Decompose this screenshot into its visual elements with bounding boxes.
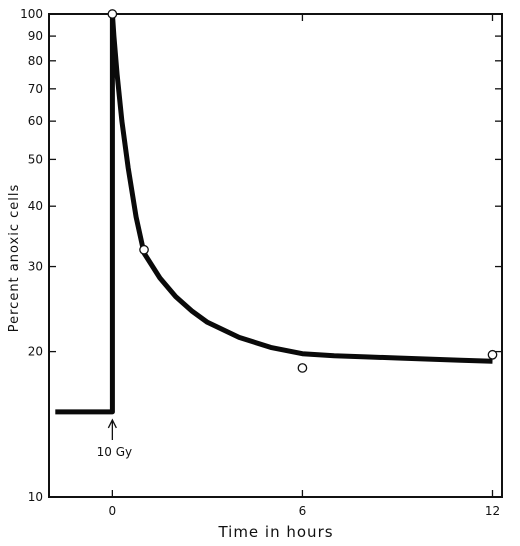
- y-tick-label: 60: [28, 114, 43, 128]
- series-points: [107, 9, 498, 373]
- series-line: [55, 11, 493, 415]
- x-tick-label: 6: [299, 504, 307, 518]
- data-point: [107, 9, 118, 19]
- y-tick-label: 50: [28, 152, 43, 166]
- y-tick-label: 70: [28, 82, 43, 96]
- y-tick-label: 40: [28, 199, 43, 213]
- x-tick-label: 12: [485, 504, 500, 518]
- y-axis-label: Percent anoxic cells: [7, 184, 22, 333]
- y-tick-label: 80: [28, 54, 43, 68]
- y-axis: 10 20 30 40 50 60 70 80 90 100: [20, 7, 502, 504]
- data-point-marker: [487, 349, 498, 360]
- data-point: [139, 244, 149, 255]
- data-point: [297, 363, 308, 373]
- data-point-marker: [139, 244, 149, 255]
- x-axis-label: Time in hours: [217, 523, 333, 541]
- data-point-marker: [297, 363, 308, 373]
- x-axis: 0 6 12: [109, 14, 500, 518]
- dose-annotation: 10 Gy: [97, 418, 132, 459]
- y-tick-label: 20: [28, 345, 43, 359]
- dose-label: 10 Gy: [97, 445, 132, 459]
- y-tick-label: 10: [28, 490, 43, 504]
- series-curve: [55, 11, 493, 415]
- data-point-marker: [107, 9, 118, 19]
- y-tick-label: 100: [20, 7, 43, 21]
- y-tick-label: 90: [28, 29, 43, 43]
- data-point: [487, 349, 498, 360]
- y-tick-label: 30: [28, 260, 43, 274]
- dose-arrow: [107, 418, 117, 440]
- x-tick-label: 0: [109, 504, 117, 518]
- plot-frame: [48, 13, 503, 498]
